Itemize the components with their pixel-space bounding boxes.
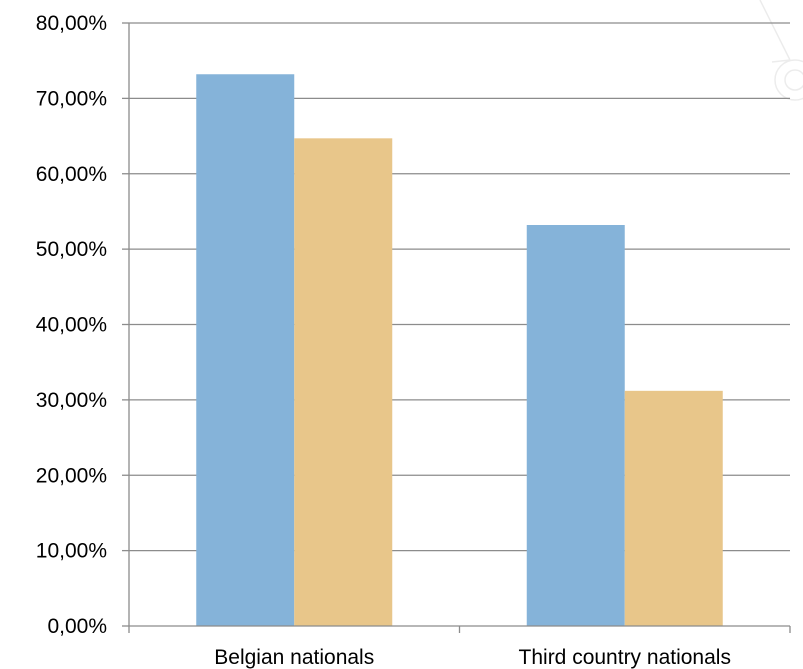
y-tick-label: 50,00%: [36, 238, 107, 261]
y-tick-label: 0,00%: [47, 615, 107, 638]
x-category-label: Belgian nationals: [214, 646, 374, 669]
bars: [196, 74, 723, 627]
bar-2-1: [294, 138, 393, 627]
y-tick-label: 40,00%: [36, 314, 107, 337]
bar-2-2: [624, 390, 723, 626]
x-category-label: Third country nationals: [519, 646, 731, 669]
bar-1-1: [196, 74, 295, 626]
y-tick-label: 30,00%: [36, 389, 107, 412]
y-tick-label: 80,00%: [36, 12, 107, 35]
y-axis-tick-labels: 0,00% 10,00% 20,00% 30,00% 40,00% 50,00% 60,00…: [36, 12, 107, 638]
y-tick-label: 60,00%: [36, 163, 107, 186]
axes: [128, 23, 791, 633]
y-tick-label: 10,00%: [36, 540, 107, 563]
bar-1-2: [526, 225, 625, 626]
y-tick-label: 70,00%: [36, 87, 107, 110]
watermark-decoration: [759, 0, 803, 101]
y-tick-label: 20,00%: [36, 464, 107, 487]
x-axis-category-labels: Belgian nationals Third country nationals: [214, 646, 731, 669]
